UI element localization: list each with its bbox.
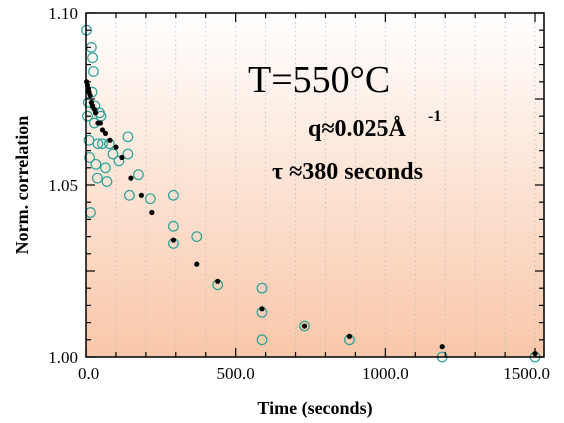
tau-annotation: τ ≈380 seconds	[272, 159, 423, 185]
data-point-filled	[346, 333, 353, 339]
data-point-open	[83, 134, 95, 146]
data-point-filled	[439, 344, 445, 350]
data-point-filled	[194, 261, 200, 267]
data-point-filled	[170, 237, 177, 243]
x-tick-label: 1500.0	[503, 364, 550, 383]
data-point-open	[91, 172, 103, 184]
data-point-open	[90, 158, 102, 170]
data-point-open	[107, 148, 119, 160]
temperature-annotation: T=550°C	[248, 59, 390, 101]
data-point-filled	[301, 323, 308, 329]
y-tick-label: 1.05	[48, 176, 78, 195]
data-point-open	[144, 193, 156, 205]
data-point-filled	[99, 127, 106, 133]
data-point-open	[191, 231, 203, 243]
data-point-open	[88, 66, 99, 77]
data-point-open	[82, 110, 93, 122]
data-point-open	[113, 155, 125, 167]
data-point-open	[101, 176, 113, 187]
data-point-filled	[102, 130, 109, 136]
data-point-filled	[128, 175, 134, 181]
data-point-open	[168, 189, 179, 201]
x-axis-title: Time (seconds)	[257, 398, 372, 419]
y-tick-label: 1.00	[48, 348, 78, 367]
data-point-filled	[92, 110, 99, 116]
data-point-filled	[119, 154, 125, 161]
data-point-open	[256, 282, 268, 294]
data-point-open	[87, 52, 98, 64]
data-point-filled	[215, 278, 221, 284]
data-point-filled	[87, 92, 93, 99]
data-point-open	[100, 162, 111, 174]
data-point-filled	[149, 209, 155, 216]
data-point-open	[84, 152, 95, 163]
x-tick-label: 0.0	[78, 364, 99, 383]
q-annotation-exponent: -1	[428, 108, 441, 125]
data-point-open	[124, 189, 135, 201]
plot-area	[86, 13, 544, 357]
q-annotation: q≈0.025Å	[308, 116, 407, 142]
data-point-filled	[259, 306, 265, 312]
data-point-open	[299, 320, 310, 332]
data-point-open	[122, 131, 134, 143]
x-tick-label: 1000.0	[362, 364, 409, 383]
y-axis-title: Norm. correlation	[12, 116, 32, 255]
data-point-filled	[107, 137, 113, 143]
data-point-filled	[138, 192, 144, 198]
data-point-open	[97, 138, 108, 150]
data-point-open	[92, 138, 104, 150]
data-point-open	[122, 148, 134, 160]
data-point-filled	[97, 120, 103, 126]
data-point-open	[132, 169, 144, 181]
data-point-open	[168, 220, 179, 232]
x-tick-label: 500.0	[217, 364, 255, 383]
data-point-open	[256, 334, 268, 346]
y-tick-label: 1.10	[48, 4, 78, 23]
data-point-filled	[113, 144, 119, 150]
